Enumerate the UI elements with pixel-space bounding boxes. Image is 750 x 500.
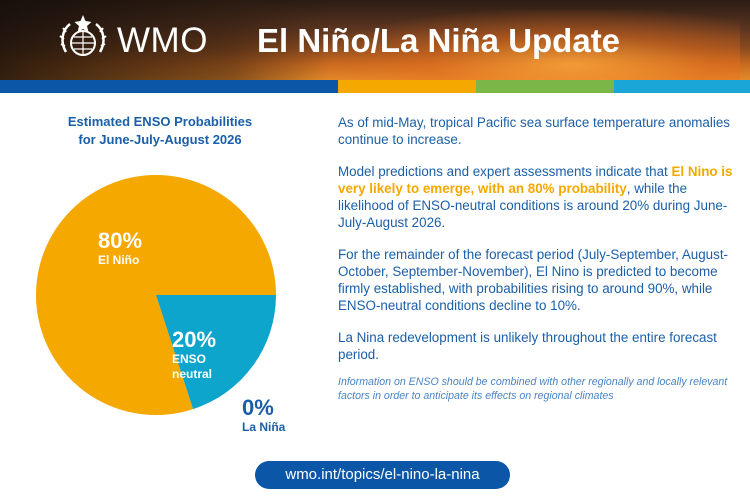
el-nino-highlight: El Nino is very likely to emerge, with a…	[338, 164, 733, 196]
chart-title: Estimated ENSO Probabilities for June-Ju…	[30, 113, 290, 149]
chart-title-line1: Estimated ENSO Probabilities	[67, 114, 253, 129]
sunset-glow	[320, 10, 740, 80]
pie-slice-enso-neutral	[156, 295, 276, 410]
header-shade	[0, 0, 330, 80]
paragraph-3: For the remainder of the forecast period…	[338, 247, 729, 313]
neutral-percent: 20%	[172, 327, 217, 352]
stripe-cyan	[614, 80, 750, 93]
paragraph-2-start: Model predictions and expert assessments…	[338, 164, 672, 179]
stripe-blue	[0, 80, 338, 93]
paragraph-1: As of mid-May, tropical Pacific sea surf…	[338, 115, 730, 147]
page-title: El Niño/La Niña Update	[257, 22, 621, 59]
neutral-name-2: neutral	[172, 367, 213, 381]
website-link-button[interactable]: wmo.int/topics/el-nino-la-nina	[255, 461, 510, 489]
org-name: WMO	[117, 21, 208, 60]
paragraph-2: Model predictions and expert assessments…	[338, 163, 733, 231]
pie-slice-el-nino	[36, 175, 276, 415]
el-nino-label: 80% El Niño	[98, 229, 142, 268]
el-nino-name: El Niño	[98, 253, 140, 267]
paragraph-4: La Nina redevelopment is unlikely throug…	[338, 330, 717, 362]
color-stripes	[0, 80, 750, 93]
neutral-label: 20% ENSO neutral	[172, 328, 216, 382]
chart-title-line2: for June-July-August 2026	[78, 132, 242, 147]
header-banner: WMO El Niño/La Niña Update	[0, 0, 750, 80]
la-nina-name: La Niña	[242, 420, 286, 434]
la-nina-percent: 0%	[242, 395, 274, 420]
disclaimer-note: Information on ENSO should be combined w…	[338, 376, 728, 402]
stripe-green	[476, 80, 614, 93]
la-nina-label: 0% La Niña	[242, 396, 285, 435]
body-text: As of mid-May, tropical Pacific sea surf…	[338, 114, 733, 418]
neutral-name-1: ENSO	[172, 352, 207, 366]
stripe-orange	[338, 80, 476, 93]
el-nino-percent: 80%	[98, 228, 143, 253]
wmo-emblem-icon	[59, 15, 107, 56]
paragraph-2-end: , while the likelihood of ENSO-neutral c…	[338, 181, 728, 230]
enso-pie-chart	[36, 175, 276, 415]
